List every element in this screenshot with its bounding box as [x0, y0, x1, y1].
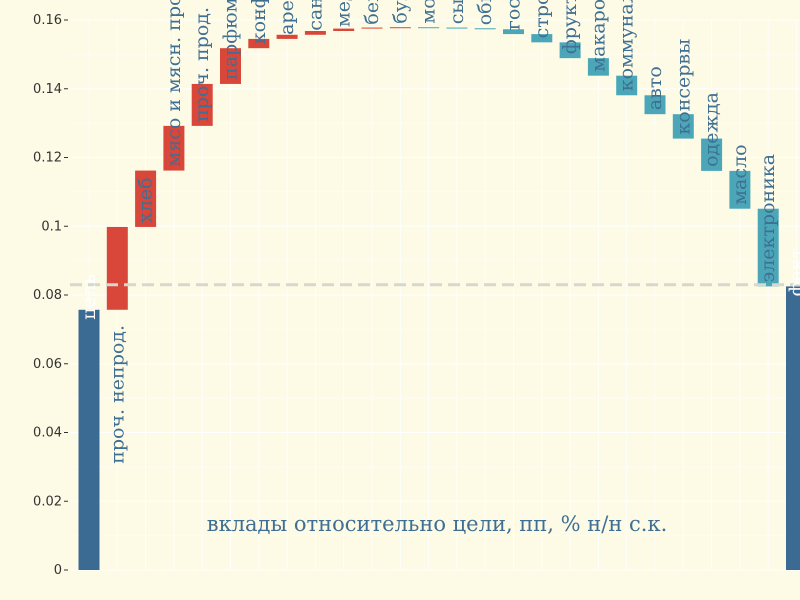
- category-labels: цель проч. непрод. хлеб мясо и мясн. продук…: [78, 0, 800, 464]
- total-bar: [78, 309, 100, 570]
- category-label: консервы: [672, 39, 694, 135]
- y-tick-label: 0.12: [33, 151, 62, 166]
- category-label: проч. непрод.: [106, 325, 128, 464]
- category-label: авто: [644, 66, 666, 110]
- category-label: факт: [786, 248, 800, 297]
- increase-bar: [220, 48, 241, 84]
- category-label: хлеб: [135, 177, 157, 222]
- total-bar: [786, 286, 800, 570]
- decrease-bar: [559, 42, 581, 59]
- increase-bar: [361, 27, 383, 29]
- decrease-bar: [757, 208, 779, 287]
- category-label: проч. прод.: [191, 7, 213, 122]
- category-label: мясо и мясн. продукты: [163, 0, 185, 167]
- category-label: электроника: [757, 154, 779, 282]
- decrease-bar: [446, 27, 468, 29]
- increase-bar: [191, 83, 213, 126]
- increase-bar: [276, 34, 298, 39]
- decrease-bar: [587, 58, 609, 76]
- decrease-bar: [672, 114, 694, 139]
- category-label: цель: [78, 274, 100, 320]
- category-label: медикаменты: [333, 0, 355, 27]
- category-label: бум. изделия: [389, 0, 411, 24]
- chart-annotation: вклады относительно цели, пп, % н/н с.к.: [207, 512, 668, 536]
- category-label: гостиницы: [503, 0, 525, 30]
- category-label: аренда мун. помещений: [276, 0, 298, 35]
- decrease-bar: [729, 170, 751, 209]
- y-tick-label: 0.08: [33, 288, 62, 303]
- increase-bar: [389, 27, 411, 29]
- increase-bar: [163, 125, 185, 171]
- category-label: одежда: [701, 92, 723, 167]
- y-tick-label: 0.04: [33, 426, 62, 441]
- y-tick-label: 0.14: [33, 82, 62, 97]
- decrease-bar: [503, 29, 524, 35]
- category-label: сыр: [446, 0, 468, 24]
- category-label: коммунальные услуги: [616, 0, 638, 91]
- y-tick-label: 0: [54, 563, 62, 578]
- category-label: санаторно-озд. услуги: [304, 0, 326, 31]
- increase-bar: [333, 28, 355, 31]
- bars: [78, 27, 800, 570]
- increase-bar: [304, 31, 326, 35]
- y-tick-label: 0.1: [41, 219, 62, 234]
- increase-bar: [106, 226, 128, 310]
- y-tick-label: 0.16: [33, 13, 62, 28]
- decrease-bar: [616, 75, 638, 96]
- decrease-bar: [474, 28, 496, 30]
- increase-bar: [135, 170, 157, 227]
- y-axis: 0 0.02 0.04 0.06 0.08 0.1 0.12 0.14 0.16: [33, 13, 68, 578]
- category-label: конфеты: [248, 0, 270, 44]
- y-tick-label: 0.06: [33, 357, 62, 372]
- decrease-bar: [644, 95, 666, 115]
- decrease-bar: [701, 138, 723, 171]
- category-label: масло: [729, 144, 751, 204]
- category-label: стройматериалы: [531, 0, 553, 38]
- decrease-bar: [531, 34, 553, 43]
- y-tick-label: 0.02: [33, 494, 62, 509]
- increase-bar: [248, 38, 270, 49]
- category-label: парфюмерия и косм.: [220, 0, 242, 80]
- category-label: бензин: [361, 0, 383, 25]
- category-label: молочные продукты: [418, 0, 440, 24]
- category-label: макароны и крупы: [587, 0, 609, 72]
- category-label: фрукты и овощи: [559, 0, 581, 54]
- decrease-bar: [418, 27, 440, 29]
- category-label: общес. транспорт: [474, 0, 496, 25]
